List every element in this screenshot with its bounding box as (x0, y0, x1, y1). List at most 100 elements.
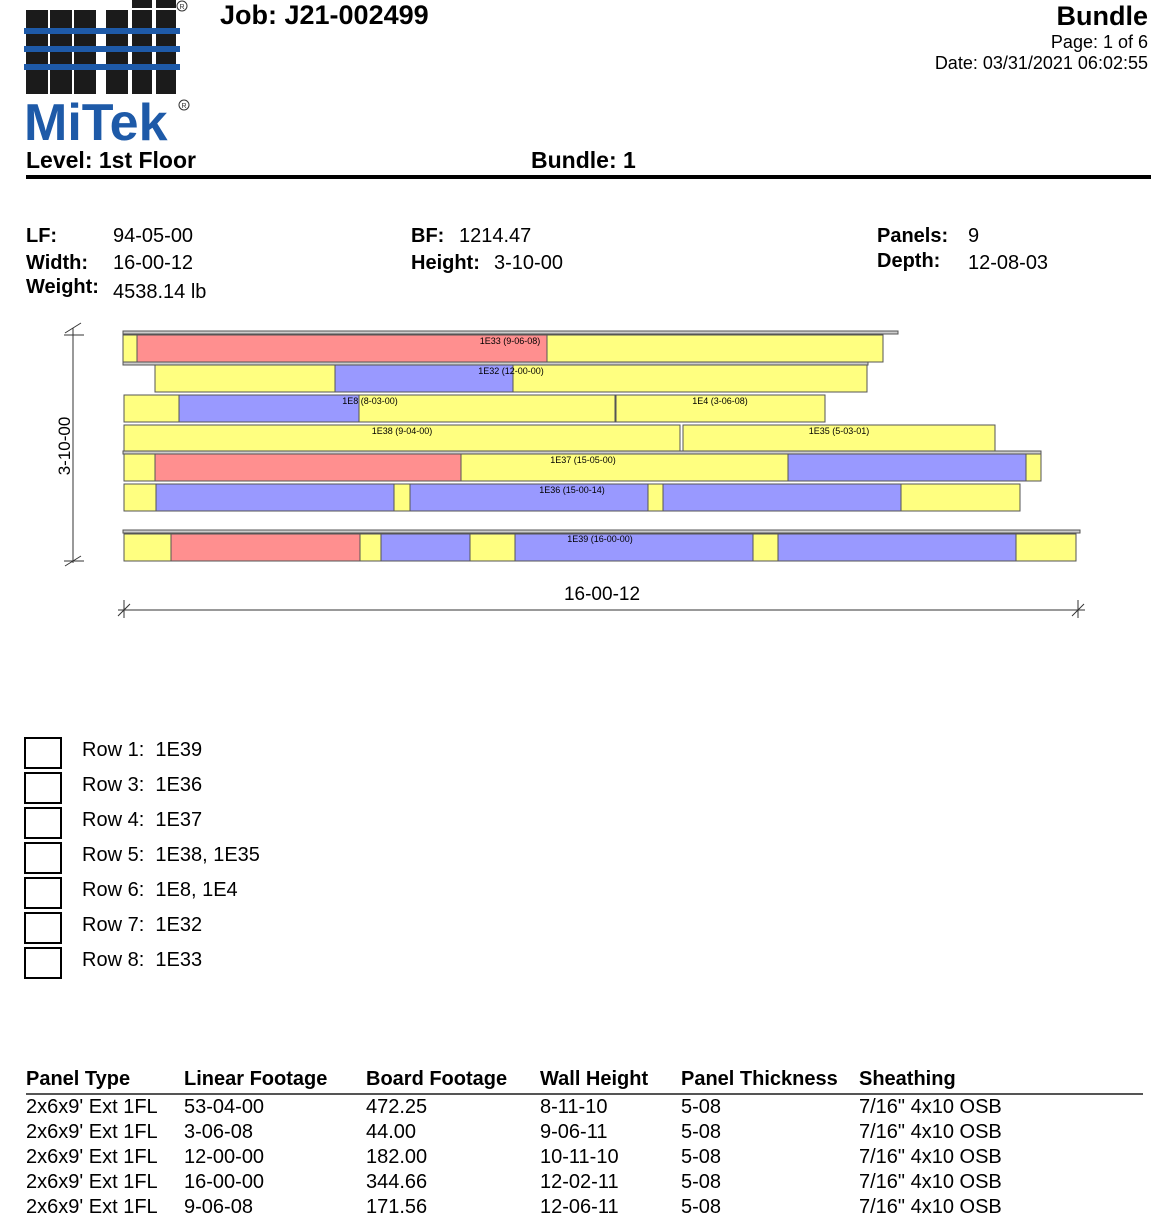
panel-label: 1E36 (15-00-14) (539, 485, 605, 495)
table-cell: 3-06-08 (184, 1121, 253, 1143)
row-check-label: Row 7: 1E32 (82, 914, 203, 936)
panel-label: 1E4 (3-06-08) (692, 396, 748, 406)
table-cell: 2x6x9' Ext 1FL (26, 1121, 158, 1143)
panel-segment (123, 533, 172, 562)
bundle-diagram: 1E33 (9-06-08) 1E32 (12-00-00) 1E8 (8-03… (55, 322, 1085, 618)
table-cell: 2x6x9' Ext 1FL (26, 1196, 158, 1218)
table-cell: 7/16" 4x10 OSB (859, 1121, 1002, 1143)
table-cell: 5-08 (681, 1146, 722, 1168)
panel-segment (155, 483, 395, 512)
row-check-label: Row 6: 1E8, 1E4 (82, 879, 238, 901)
row-check-item: Row 6: 1E8, 1E4 (24, 877, 524, 909)
panel-segment (123, 483, 157, 512)
panel-segment (170, 533, 361, 562)
height-value: 3-10-00 (494, 252, 563, 274)
panel-segment (787, 453, 1027, 482)
job-number: Job: J21-002499 (220, 0, 429, 30)
depth-value: 12-08-03 (968, 252, 1049, 274)
panel-segment (647, 483, 664, 512)
row-checkbox[interactable] (24, 737, 62, 769)
table-cell: 171.56 (366, 1196, 428, 1218)
depth-label: Depth: (877, 250, 941, 272)
row-checkbox[interactable] (24, 772, 62, 804)
table-cell: 344.66 (366, 1171, 428, 1193)
panel-label: 1E32 (12-00-00) (478, 366, 544, 376)
panel-label: 1E39 (16-00-00) (567, 534, 633, 544)
panel-segment (1025, 453, 1042, 482)
panel-segment (546, 334, 884, 363)
panel-segment (334, 364, 514, 393)
table-cell: 53-04-00 (184, 1096, 265, 1118)
report-title: Bundle (1056, 1, 1149, 31)
panel-segment (122, 334, 138, 363)
table-cell: 12-06-11 (540, 1196, 619, 1218)
panel-label: 1E38 (9-04-00) (372, 426, 433, 436)
table-cell: 472.25 (366, 1096, 428, 1118)
width-value: 16-00-12 (113, 252, 194, 274)
table-cell: 9-06-08 (184, 1196, 253, 1218)
row-check-item: Row 4: 1E37 (24, 807, 524, 839)
weight-label: Weight: (26, 276, 99, 298)
panel-segment (682, 424, 996, 453)
lf-label: LF: (26, 225, 58, 247)
panel-label: 1E33 (9-06-08) (480, 336, 541, 346)
table-cell: 5-08 (681, 1121, 722, 1143)
bundle-number: Bundle: 1 (531, 147, 636, 173)
width-label: Width: (26, 252, 89, 274)
svg-text:R: R (179, 4, 184, 11)
panel-top-plate (122, 529, 1081, 534)
row-check-item: Row 7: 1E32 (24, 912, 524, 944)
row-check-label: Row 5: 1E38, 1E35 (82, 844, 260, 866)
table-cell: 16-00-00 (184, 1171, 265, 1193)
mitek-logo: R MiTek R (24, 0, 190, 145)
table-cell: 12-02-11 (540, 1171, 619, 1193)
table-cell: 7/16" 4x10 OSB (859, 1146, 1002, 1168)
table-cell: 2x6x9' Ext 1FL (26, 1171, 158, 1193)
table-row: 2x6x9' Ext 1FL 53-04-00 472.25 8-11-10 5… (26, 1094, 1143, 1120)
panel-segment (358, 394, 616, 423)
panel-segment (154, 364, 336, 393)
height-label: Height: (411, 252, 480, 274)
panel-segment (752, 533, 779, 562)
row-check-item: Row 3: 1E36 (24, 772, 524, 804)
table-cell: 12-00-00 (184, 1146, 265, 1168)
report-date: Date: 03/31/2021 06:02:55 (934, 53, 1148, 73)
bf-label: BF: (411, 225, 445, 247)
row-check-label: Row 1: 1E39 (82, 739, 203, 761)
table-cell: 5-08 (681, 1096, 722, 1118)
column-header: Linear Footage (184, 1066, 366, 1095)
panel-label: 1E8 (8-03-00) (342, 396, 398, 406)
header-divider (26, 175, 1151, 179)
panel-segment (512, 364, 868, 393)
row-checkbox[interactable] (24, 912, 62, 944)
panel-segment (460, 453, 789, 482)
column-header: Panel Thickness (681, 1066, 859, 1095)
column-header: Board Footage (366, 1066, 540, 1095)
row-checkbox[interactable] (24, 842, 62, 874)
table-cell: 5-08 (681, 1196, 722, 1218)
panel-segment (154, 453, 462, 482)
panel-segment (178, 394, 360, 423)
table-cell: 7/16" 4x10 OSB (859, 1196, 1002, 1218)
panel-segment (123, 394, 180, 423)
table-cell: 9-06-11 (540, 1121, 608, 1143)
row-check-label: Row 3: 1E36 (82, 774, 203, 796)
row-checkbox[interactable] (24, 807, 62, 839)
row-check-label: Row 8: 1E33 (82, 949, 203, 971)
bf-value: 1214.47 (459, 225, 532, 247)
panel-segment (380, 533, 471, 562)
table-cell: 7/16" 4x10 OSB (859, 1171, 1002, 1193)
panel-segment (123, 453, 156, 482)
column-header: Wall Height (540, 1066, 681, 1095)
table-cell: 2x6x9' Ext 1FL (26, 1146, 158, 1168)
row-checkbox[interactable] (24, 877, 62, 909)
row-checkbox[interactable] (24, 947, 62, 979)
panel-segment (469, 533, 516, 562)
panel-segment (615, 394, 826, 423)
page-number: Page: 1 of 6 (1050, 32, 1148, 52)
panel-segment (359, 533, 382, 562)
column-header: Panel Type (26, 1066, 184, 1095)
level-label: Level: 1st Floor (26, 147, 196, 173)
panel-segment (1015, 533, 1077, 562)
table-cell: 44.00 (366, 1121, 417, 1143)
